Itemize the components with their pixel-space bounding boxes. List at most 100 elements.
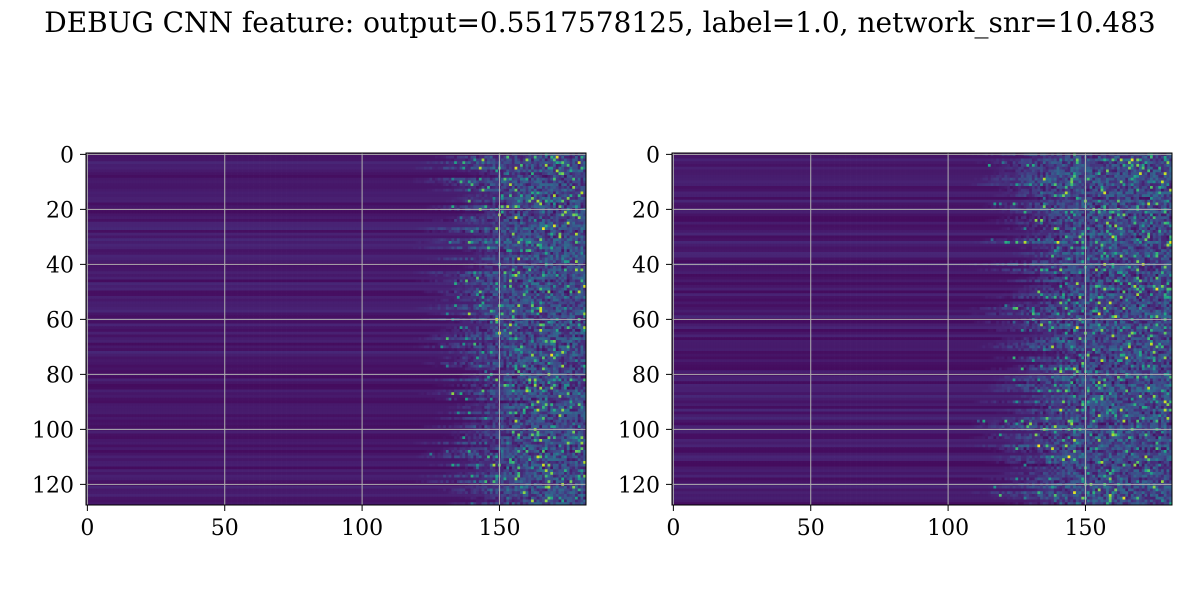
heatmap-cell [575,216,578,219]
heatmap-cell [421,214,424,217]
heatmap-cell [383,170,386,173]
heatmap-cell [138,225,141,228]
heatmap-cell [424,159,427,162]
heatmap-cell [300,186,303,189]
heatmap-cell [363,156,366,159]
heatmap-cell [201,194,204,197]
heatmap-cell [427,156,430,159]
heatmap-cell [152,214,155,217]
heatmap-cell [177,205,180,208]
heatmap-cell [388,175,391,178]
heatmap-cell [204,164,207,167]
heatmap-cell [446,178,449,181]
heatmap-cell [262,181,265,184]
heatmap-cell [366,194,369,197]
heatmap-cell [520,181,523,184]
heatmap-cell [380,194,383,197]
heatmap-cell [504,175,507,178]
heatmap-cell [476,175,479,178]
heatmap-cell [493,189,496,192]
heatmap-cell [454,178,457,181]
heatmap-cell [122,194,125,197]
heatmap-cell [210,170,213,173]
heatmap-cell [476,189,479,192]
heatmap-cell [196,189,199,192]
heatmap-cell [465,211,468,214]
heatmap-cell [435,200,438,203]
heatmap-cell [380,222,383,225]
heatmap-cell [416,225,419,228]
heatmap-cell [212,189,215,192]
heatmap-cell [113,172,116,175]
heatmap-cell [394,161,397,164]
heatmap-cell [407,167,410,170]
heatmap-cell [454,197,457,200]
heatmap-cell [124,225,127,228]
heatmap-cell [570,164,573,167]
heatmap-cell [388,219,391,222]
heatmap-cell [303,183,306,186]
heatmap-cell [468,167,471,170]
heatmap-cell [407,186,410,189]
heatmap-cell [504,189,507,192]
heatmap-cell [303,205,306,208]
heatmap-cell [438,211,441,214]
heatmap-cell [385,219,388,222]
heatmap-cell [289,186,292,189]
heatmap-cell [421,161,424,164]
heatmap-cell [237,178,240,181]
heatmap-cell [127,222,130,225]
heatmap-cell [366,167,369,170]
heatmap-cell [512,164,515,167]
heatmap-cell [550,161,553,164]
heatmap-cell [484,178,487,181]
heatmap-cell [295,178,298,181]
heatmap-cell [572,192,575,195]
heatmap-cell [495,205,498,208]
heatmap-cell [218,216,221,219]
heatmap-cell [443,216,446,219]
heatmap-cell [204,161,207,164]
heatmap-cell [531,205,534,208]
heatmap-cell [199,214,202,217]
heatmap-cell [369,161,372,164]
heatmap-cell [495,214,498,217]
heatmap-cell [473,222,476,225]
heatmap-cell [265,205,268,208]
heatmap-cell [537,194,540,197]
heatmap-cell [311,197,314,200]
heatmap-cell [578,219,581,222]
heatmap-cell [303,192,306,195]
heatmap-cell [245,200,248,203]
heatmap-cell [152,181,155,184]
heatmap-cell [550,159,553,162]
heatmap-cell [487,219,490,222]
heatmap-cell [122,192,125,195]
heatmap-cell [339,175,342,178]
heatmap-cell [229,197,232,200]
heatmap-cell [383,183,386,186]
heatmap-cell [102,219,105,222]
heatmap-cell [493,205,496,208]
heatmap-cell [366,178,369,181]
heatmap-cell [380,200,383,203]
heatmap-cell [396,214,399,217]
heatmap-cell [204,200,207,203]
heatmap-cell [440,189,443,192]
heatmap-cell [355,164,358,167]
heatmap-cell [185,183,188,186]
heatmap-cell [479,189,482,192]
heatmap-cell [102,227,105,230]
heatmap-cell [405,192,408,195]
heatmap-cell [446,156,449,159]
heatmap-cell [199,175,202,178]
heatmap-cell [278,186,281,189]
heatmap-cell [410,205,413,208]
heatmap-cell [226,219,229,222]
heatmap-cell [531,170,534,173]
heatmap-cell [166,216,169,219]
heatmap-cell [512,178,515,181]
heatmap-cell [179,194,182,197]
heatmap-cell [416,192,419,195]
heatmap-cell [490,183,493,186]
